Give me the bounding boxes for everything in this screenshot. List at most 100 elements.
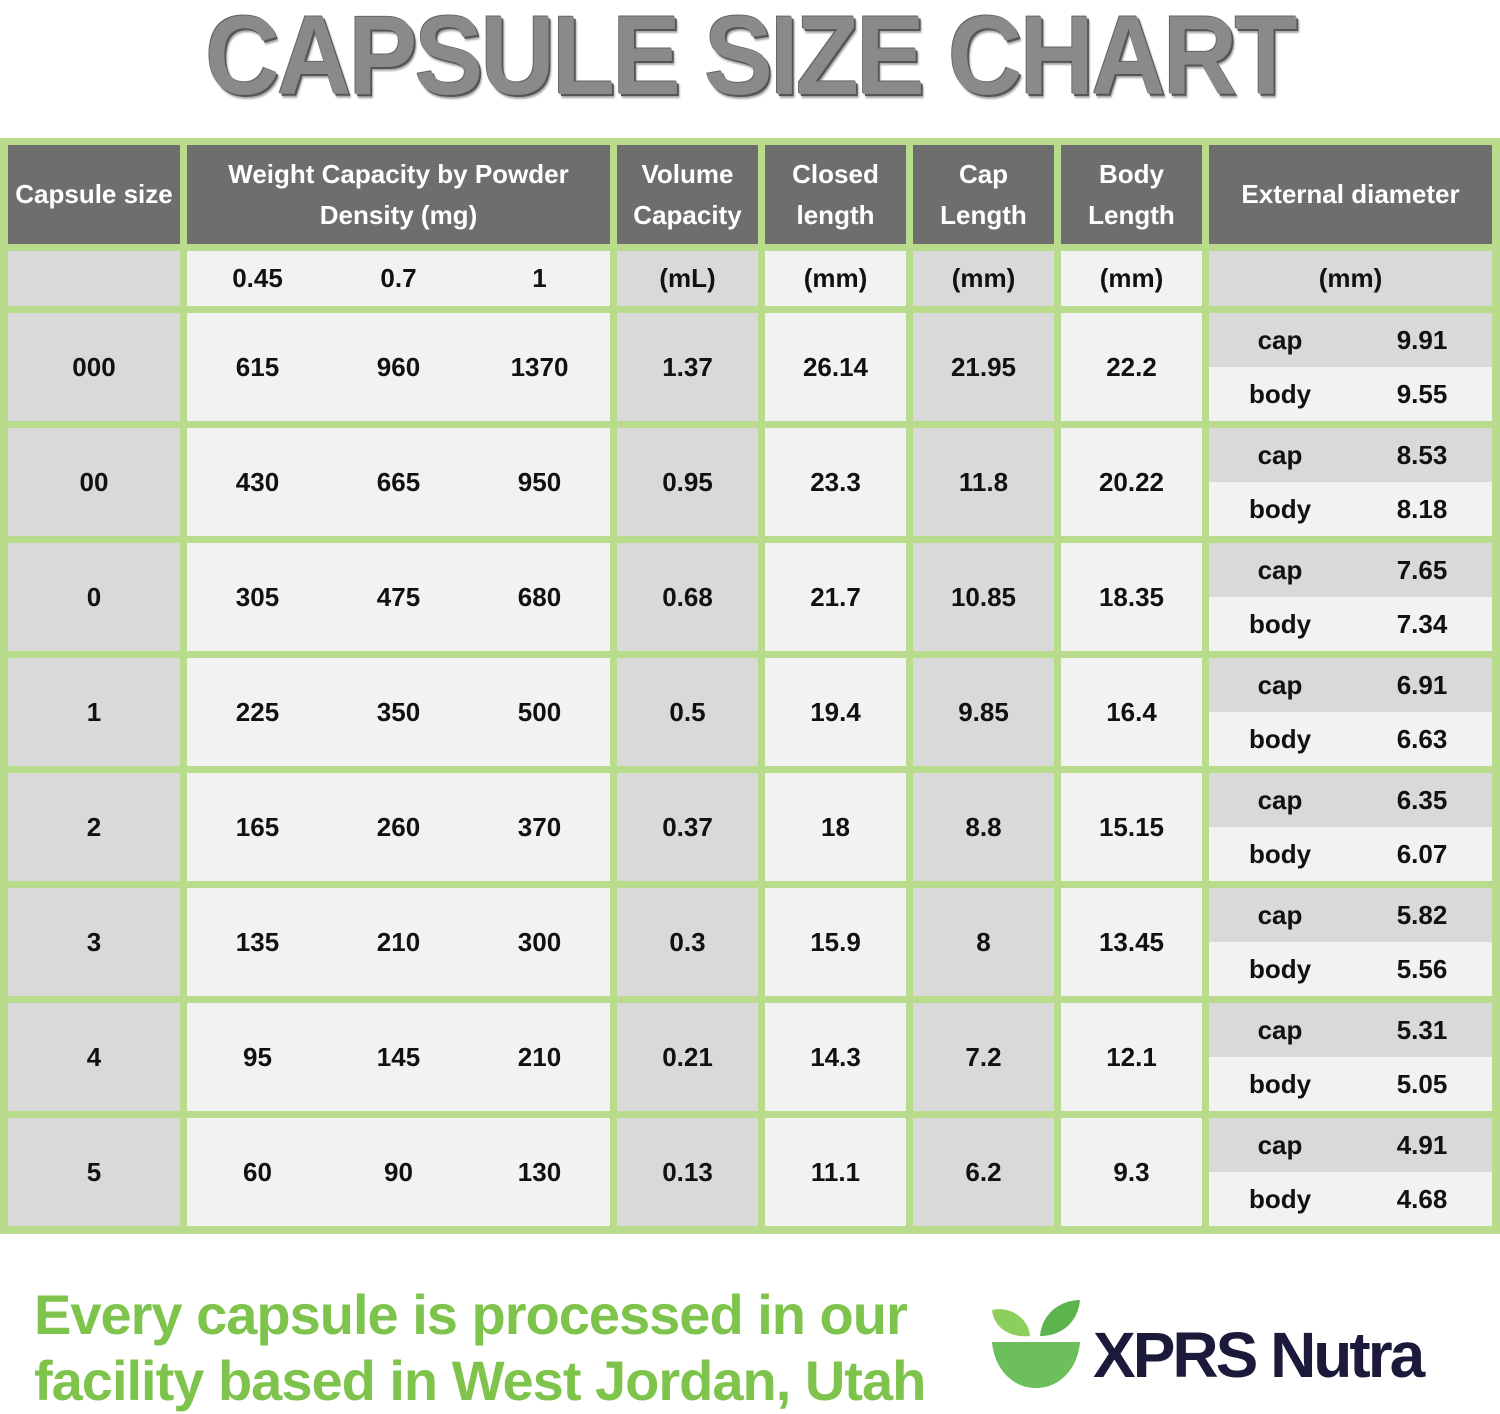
diameter-part: cap (1257, 1129, 1303, 1160)
weight-value: 225 (235, 696, 280, 727)
diameter-value: 9.91 (1396, 324, 1448, 355)
unit-label: (mL) (617, 251, 758, 306)
body-length: 20.22 (1061, 428, 1202, 536)
diameter-value: 4.68 (1396, 1183, 1448, 1214)
units-cell (187, 251, 610, 306)
closed-length: 18 (765, 773, 906, 881)
capsule-size: 4 (8, 1003, 180, 1111)
column-header: Volume Capacity (617, 145, 758, 244)
weight-value: 960 (376, 351, 421, 382)
diameter-row (1209, 313, 1492, 367)
diameter-row (1209, 827, 1492, 881)
cap-length: 11.8 (913, 428, 1054, 536)
weight-value: 1370 (510, 351, 569, 382)
weight-cell (187, 428, 610, 536)
diameter-value: 5.31 (1396, 1014, 1448, 1045)
weight-value: 475 (376, 581, 421, 612)
closed-length: 11.1 (765, 1118, 906, 1226)
diameter-row (1209, 942, 1492, 996)
logo-icon (992, 1300, 1080, 1388)
cap-length: 8.8 (913, 773, 1054, 881)
column-header: Capsule size (8, 145, 180, 244)
diameter-part: body (1248, 953, 1312, 984)
volume-value: 0.95 (617, 428, 758, 536)
diameter-part: body (1248, 378, 1312, 409)
diameter-part: body (1248, 723, 1312, 754)
diameter-row (1209, 658, 1492, 712)
body-length: 18.35 (1061, 543, 1202, 651)
diameter-value: 8.53 (1396, 439, 1448, 470)
diameter-part: cap (1257, 899, 1303, 930)
weight-value: 680 (517, 581, 562, 612)
diameter-row (1209, 1003, 1492, 1057)
diameter-row (1209, 1118, 1492, 1172)
weight-value: 95 (243, 1041, 272, 1072)
weight-cell (187, 313, 610, 421)
closed-length: 21.7 (765, 543, 906, 651)
diameter-part: cap (1257, 324, 1303, 355)
diameter-row (1209, 712, 1492, 766)
body-length: 22.2 (1061, 313, 1202, 421)
diameter-value: 7.34 (1396, 608, 1448, 639)
logo-bowl (992, 1342, 1080, 1388)
weight-value: 430 (235, 466, 280, 497)
capsule-size: 3 (8, 888, 180, 996)
volume-value: 0.68 (617, 543, 758, 651)
title: CAPSULE SIZE CHART (205, 0, 1297, 118)
diameter-part: body (1248, 1183, 1312, 1214)
weight-value: 90 (384, 1156, 413, 1187)
closed-length: 26.14 (765, 313, 906, 421)
weight-value: 165 (235, 811, 280, 842)
cap-length: 10.85 (913, 543, 1054, 651)
tagline: Every capsule is processed in our facili… (34, 1282, 926, 1414)
diameter-value: 7.65 (1396, 554, 1448, 585)
unit-label: (mm) (1061, 251, 1202, 306)
column-header: Cap Length (913, 145, 1054, 244)
weight-cell (187, 1003, 610, 1111)
weight-value: 350 (376, 696, 421, 727)
weight-value: 210 (517, 1041, 562, 1072)
weight-value: 210 (376, 926, 421, 957)
weight-value: 615 (235, 351, 280, 382)
diameter-value: 6.35 (1396, 784, 1448, 815)
diameter-row (1209, 597, 1492, 651)
logo-leaf (1040, 1300, 1080, 1336)
cap-length: 6.2 (913, 1118, 1054, 1226)
column-header: External diameter (1209, 145, 1492, 244)
weight-cell (187, 1118, 610, 1226)
density-label: 1 (532, 263, 547, 293)
diameter-row (1209, 773, 1492, 827)
column-header: Weight Capacity by Powder Density (mg) (187, 145, 610, 244)
weight-value: 145 (376, 1041, 421, 1072)
brand: XPRS Nutra (1093, 1319, 1425, 1391)
weight-value: 300 (517, 926, 562, 957)
volume-value: 0.37 (617, 773, 758, 881)
volume-value: 0.13 (617, 1118, 758, 1226)
weight-cell (187, 888, 610, 996)
diameter-row (1209, 888, 1492, 942)
body-length: 13.45 (1061, 888, 1202, 996)
weight-cell (187, 773, 610, 881)
column-header: Closed length (765, 145, 906, 244)
diameter-part: cap (1257, 1014, 1303, 1045)
volume-value: 0.5 (617, 658, 758, 766)
column-header: Body Length (1061, 145, 1202, 244)
diameter-value: 6.07 (1396, 838, 1448, 869)
diameter-value: 9.55 (1396, 378, 1448, 409)
cap-length: 21.95 (913, 313, 1054, 421)
density-label: 0.7 (380, 263, 417, 293)
table: Capsule size Weight Capacity by Powder De… (0, 138, 1500, 1234)
weight-value: 135 (235, 926, 280, 957)
tagline-line: facility based in West Jordan, Utah (34, 1349, 926, 1412)
density-label: 0.45 (232, 263, 283, 293)
body-length: 12.1 (1061, 1003, 1202, 1111)
diameter-row (1209, 1057, 1492, 1111)
weight-value: 665 (376, 466, 421, 497)
unit-label: (mm) (1209, 251, 1492, 306)
capsule-size: 00 (8, 428, 180, 536)
weight-value: 260 (376, 811, 421, 842)
weight-cell (187, 543, 610, 651)
logo-leaf (992, 1309, 1030, 1337)
diameter-value: 8.18 (1396, 493, 1448, 524)
